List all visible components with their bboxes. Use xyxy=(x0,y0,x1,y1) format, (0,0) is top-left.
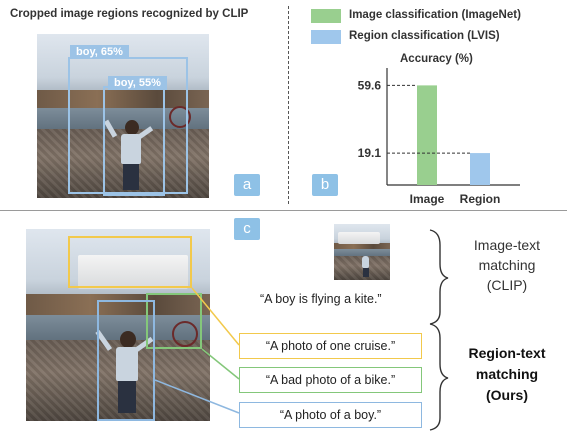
legend-label-lvis: Region classification (LVIS) xyxy=(349,30,500,42)
y-tick-label-image: 59.6 xyxy=(358,78,382,92)
region-box-bike xyxy=(146,293,202,349)
panel-b-badge: b xyxy=(312,174,338,196)
region-caption-boy: “A photo of a boy.” xyxy=(239,402,422,428)
panel-c-photo xyxy=(26,229,210,421)
y-axis-label: Accuracy (%) xyxy=(400,53,473,65)
region-text-matching-label: Region-text matching (Ours) xyxy=(468,345,546,403)
region-box-boy xyxy=(97,300,155,421)
region-tag-boy-55: boy, 55% xyxy=(108,76,167,90)
legend-swatch-lvis xyxy=(311,30,341,44)
region-box-cruise xyxy=(68,236,192,288)
accuracy-bar-chart: Accuracy (%) 59.6 19.1 Image Region xyxy=(358,53,520,206)
whole-image-thumbnail xyxy=(334,224,390,280)
panel-a-badge: a xyxy=(234,174,260,196)
region-caption-bike: “A bad photo of a bike.” xyxy=(239,367,422,393)
legend-label-imagenet: Image classification (ImageNet) xyxy=(349,9,521,21)
x-tick-label-image: Image xyxy=(410,192,445,206)
region-tag-boy-65: boy, 65% xyxy=(70,45,129,59)
bar-region xyxy=(470,153,490,185)
image-caption: “A boy is flying a kite.” xyxy=(260,292,382,306)
region-caption-cruise: “A photo of one cruise.” xyxy=(239,333,422,359)
panel-c-badge: c xyxy=(234,218,260,240)
panel-divider-vertical xyxy=(288,6,289,204)
panel-a-photo xyxy=(37,34,209,198)
image-text-matching-label: Image-text matching (CLIP) xyxy=(473,237,541,293)
legend-swatch-imagenet xyxy=(311,9,341,23)
x-tick-label-region: Region xyxy=(460,192,501,206)
panel-a-title: Cropped image regions recognized by CLIP xyxy=(10,8,249,20)
panel-divider-horizontal xyxy=(0,210,567,211)
bar-image xyxy=(417,85,437,185)
y-tick-label-region: 19.1 xyxy=(358,146,382,160)
